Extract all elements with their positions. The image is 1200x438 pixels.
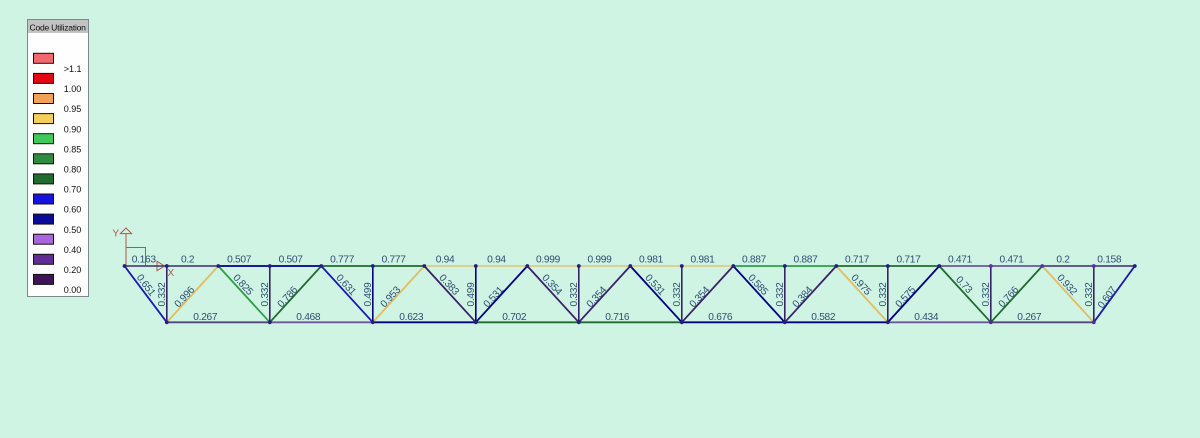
svg-text:0.471: 0.471 (1000, 255, 1025, 266)
svg-text:0.507: 0.507 (279, 255, 304, 266)
svg-text:0.582: 0.582 (811, 312, 836, 323)
svg-text:0.981: 0.981 (691, 255, 716, 266)
svg-text:0.332: 0.332 (878, 282, 889, 307)
svg-text:0.717: 0.717 (897, 255, 922, 266)
svg-text:0.999: 0.999 (536, 255, 561, 266)
svg-text:0.332: 0.332 (260, 282, 271, 307)
svg-text:0.468: 0.468 (296, 312, 321, 323)
svg-text:0.90: 0.90 (64, 124, 82, 134)
svg-text:0.332: 0.332 (1084, 282, 1095, 307)
svg-text:0.702: 0.702 (502, 312, 527, 323)
svg-text:0.50: 0.50 (64, 225, 82, 235)
svg-text:0.507: 0.507 (227, 255, 252, 266)
svg-text:0.887: 0.887 (742, 255, 767, 266)
svg-text:1.00: 1.00 (64, 84, 82, 94)
svg-text:0.332: 0.332 (981, 282, 992, 307)
svg-text:0.499: 0.499 (466, 282, 477, 307)
svg-text:0.332: 0.332 (672, 282, 683, 307)
svg-text:0.70: 0.70 (64, 185, 82, 195)
svg-text:0.777: 0.777 (330, 255, 355, 266)
svg-text:0.332: 0.332 (569, 282, 580, 307)
svg-text:0.471: 0.471 (948, 255, 973, 266)
svg-text:0.00: 0.00 (64, 285, 82, 295)
svg-text:0.499: 0.499 (363, 282, 374, 307)
svg-text:0.999: 0.999 (588, 255, 613, 266)
svg-text:X: X (168, 268, 175, 279)
svg-text:Y: Y (113, 229, 120, 240)
svg-text:Code Utilization: Code Utilization (30, 23, 87, 33)
svg-text:0.434: 0.434 (914, 312, 939, 323)
svg-text:0.676: 0.676 (708, 312, 733, 323)
svg-text:0.717: 0.717 (845, 255, 870, 266)
svg-text:0.94: 0.94 (436, 255, 455, 266)
svg-text:0.85: 0.85 (64, 144, 82, 154)
svg-text:0.716: 0.716 (605, 312, 630, 323)
svg-text:0.80: 0.80 (64, 165, 82, 175)
svg-text:0.332: 0.332 (775, 282, 786, 307)
svg-text:0.2: 0.2 (181, 255, 195, 266)
svg-text:0.95: 0.95 (64, 104, 82, 114)
svg-text:0.887: 0.887 (794, 255, 819, 266)
svg-text:0.267: 0.267 (193, 312, 218, 323)
svg-text:0.20: 0.20 (64, 265, 82, 275)
svg-text:0.981: 0.981 (639, 255, 664, 266)
svg-text:0.94: 0.94 (487, 255, 506, 266)
svg-text:0.163: 0.163 (132, 255, 157, 266)
svg-text:0.60: 0.60 (64, 205, 82, 215)
svg-text:0.2: 0.2 (1056, 255, 1070, 266)
svg-text:0.267: 0.267 (1017, 312, 1042, 323)
svg-text:0.158: 0.158 (1097, 255, 1122, 266)
svg-text:0.332: 0.332 (157, 282, 168, 307)
svg-text:>1.1: >1.1 (64, 64, 82, 74)
svg-text:0.623: 0.623 (399, 312, 424, 323)
svg-text:0.777: 0.777 (382, 255, 407, 266)
svg-text:0.40: 0.40 (64, 245, 82, 255)
